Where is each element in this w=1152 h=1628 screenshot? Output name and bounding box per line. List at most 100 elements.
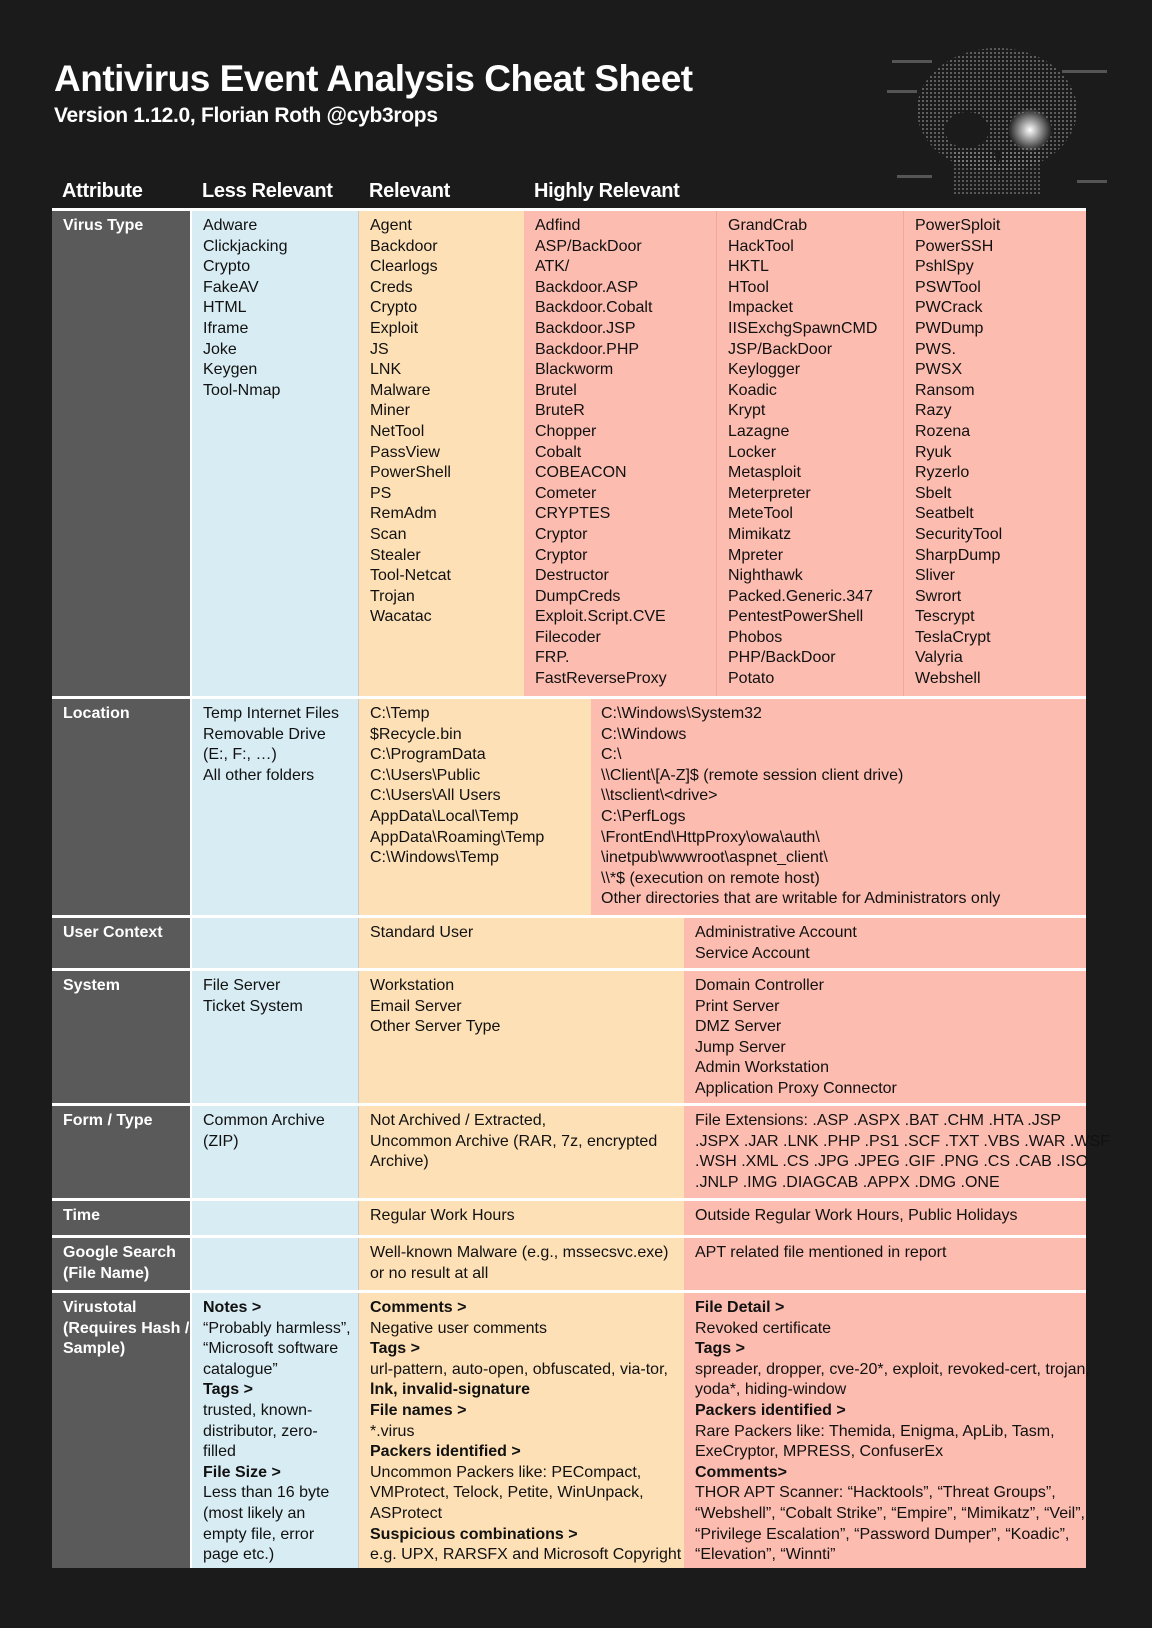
virus-type-high-col3: PowerSploit PowerSSH PshlSpy PSWTool PWCrack… xyxy=(903,211,1086,696)
list-item: PHP/BackDoor xyxy=(728,649,836,667)
attr-virus-type: Virus Type xyxy=(52,211,192,696)
virustotal-high: File Detail > Revoked certificate Tags > sp… xyxy=(684,1293,1090,1568)
attr-time: Time xyxy=(52,1201,192,1235)
list-item: ATK/ xyxy=(535,258,570,276)
list-item: Cryptor xyxy=(535,525,588,543)
list-item: Domain Controller xyxy=(695,977,824,994)
list-item: .JSPX .JAR .LNK .PHP .PS1 .SCF .TXT .VBS… xyxy=(695,1132,1110,1150)
google-high: APT related file mentioned in report xyxy=(684,1238,1086,1290)
list-item: THOR APT Scanner: “Hacktools”, “Threat G… xyxy=(695,1484,1056,1502)
system-relevant: Workstation Email Server Other Server Type xyxy=(359,971,684,1103)
list-item: Comments> xyxy=(695,1463,788,1481)
list-item: Other directories that are writable for … xyxy=(601,890,1001,908)
list-item: PshlSpy xyxy=(915,258,974,276)
list-item: PSWTool xyxy=(915,278,981,296)
list-item: Trojan xyxy=(370,587,415,605)
google-less xyxy=(192,1238,359,1290)
form-type-less: Common Archive (ZIP) xyxy=(192,1106,359,1198)
list-item: SharpDump xyxy=(915,546,1001,564)
list-item: $Recycle.bin xyxy=(370,725,462,743)
list-item: .JNLP .IMG .DIAGCAB .APPX .DMG .ONE xyxy=(695,1173,1000,1191)
list-item: Potato xyxy=(728,670,775,688)
list-item: Virustotal xyxy=(63,1299,137,1316)
list-item: Ryzerlo xyxy=(915,464,970,482)
list-item: Swrort xyxy=(915,587,962,605)
list-item: Google Search xyxy=(63,1244,176,1261)
list-item: Crypto xyxy=(370,299,418,317)
list-item: (most likely an xyxy=(203,1504,306,1522)
list-item: Ticket System xyxy=(203,997,303,1015)
list-item: e.g. UPX, RARSFX and Microsoft Copyright xyxy=(370,1546,682,1564)
list-item: Exploit.Script.CVE xyxy=(535,608,666,626)
list-item: Brutel xyxy=(535,381,577,399)
list-item: Cobalt xyxy=(535,443,582,461)
location-high: C:\Windows\System32 C:\Windows C:\ \\Client… xyxy=(591,699,1086,915)
list-item: File Detail > xyxy=(695,1299,785,1316)
list-item: \\*$ (execution on remote host) xyxy=(601,869,820,887)
list-item: Ryuk xyxy=(915,443,952,461)
list-item: Seatbelt xyxy=(915,505,974,523)
list-item: (Requires Hash / xyxy=(63,1319,190,1337)
form-type-high: File Extensions: .ASP .ASPX .BAT .CHM .H… xyxy=(684,1106,1110,1198)
list-item: JSP/BackDoor xyxy=(728,340,833,358)
list-item: Rozena xyxy=(915,422,971,440)
list-item: “Elevation”, “Winnti” xyxy=(695,1546,836,1564)
list-item: Notes > xyxy=(203,1299,262,1316)
list-item: PassView xyxy=(370,443,440,461)
list-item: BruteR xyxy=(535,402,585,420)
row-time: Time Regular Work Hours Outside Regular … xyxy=(52,1201,1086,1238)
list-item: Tags > xyxy=(370,1340,420,1358)
list-item: “Webshell”, “Cobalt Strike”, “Empire”, “… xyxy=(695,1504,1085,1522)
list-item: Application Proxy Connector xyxy=(695,1079,897,1097)
attr-user-context: User Context xyxy=(52,918,192,968)
list-item: Agent xyxy=(370,217,412,234)
location-relevant: C:\Temp $Recycle.bin C:\ProgramData C:\User… xyxy=(359,699,591,915)
list-item: Comments > xyxy=(370,1299,467,1316)
list-item: Metasploit xyxy=(728,464,801,482)
list-item: Temp Internet Files xyxy=(203,705,340,722)
list-item: Destructor xyxy=(535,567,609,585)
user-context-relevant: Standard User xyxy=(359,918,684,968)
list-item: spreader, dropper, cve-20*, exploit, rev… xyxy=(695,1360,1090,1378)
list-item: TeslaCrypt xyxy=(915,628,991,646)
list-item: (E:, F:, …) xyxy=(203,746,277,764)
list-item: Sliver xyxy=(915,567,956,585)
list-item: C:\ xyxy=(601,746,622,764)
list-item: Cometer xyxy=(535,484,597,502)
list-item: Phobos xyxy=(728,628,783,646)
header-highly-relevant: Highly Relevant xyxy=(534,180,680,202)
list-item: Standard User xyxy=(370,924,474,941)
row-user-context: User Context Standard User Administrativ… xyxy=(52,918,1086,971)
list-item: catalogue” xyxy=(203,1360,278,1378)
list-item: ExeCryptor, MPRESS, ConfuserEx xyxy=(695,1443,944,1461)
list-item: Meterpreter xyxy=(728,484,811,502)
list-item: Lazagne xyxy=(728,422,790,440)
list-item: Uncommon Archive (RAR, 7z, encrypted xyxy=(370,1132,658,1150)
list-item: Rare Packers like: Themida, Enigma, ApLi… xyxy=(695,1422,1055,1440)
list-item: AppData\Roaming\Temp xyxy=(370,828,545,846)
list-item: PWSX xyxy=(915,361,963,379)
list-item: Not Archived / Extracted, xyxy=(370,1112,547,1129)
list-item: \inetpub\wwwroot\aspnet_client\ xyxy=(601,849,828,867)
list-item: Email Server xyxy=(370,997,462,1015)
header-relevant: Relevant xyxy=(369,180,450,202)
list-item: RemAdm xyxy=(370,505,437,523)
list-item: Ransom xyxy=(915,381,975,399)
list-item: Blackworm xyxy=(535,361,614,379)
list-item: AppData\Local\Temp xyxy=(370,807,519,825)
list-item: Tool-Nmap xyxy=(203,381,281,399)
list-item: Filecoder xyxy=(535,628,601,646)
list-item: Keylogger xyxy=(728,361,801,379)
page-title: Antivirus Event Analysis Cheat Sheet xyxy=(54,58,693,99)
list-item: C:\Windows\Temp xyxy=(370,849,499,867)
list-item: Exploit xyxy=(370,319,419,337)
list-item: Creds xyxy=(370,278,413,296)
page-subtitle: Version 1.12.0, Florian Roth @cyb3rops xyxy=(54,104,438,127)
list-item: Impacket xyxy=(728,299,793,317)
list-item: COBEACON xyxy=(535,464,627,482)
list-item: or no result at all xyxy=(370,1264,489,1282)
list-item: NetTool xyxy=(370,422,425,440)
list-item: Backdoor.Cobalt xyxy=(535,299,653,317)
virus-type-less: Adware Clickjacking Crypto FakeAV HTML Iframe… xyxy=(192,211,359,696)
list-item: Service Account xyxy=(695,944,810,962)
